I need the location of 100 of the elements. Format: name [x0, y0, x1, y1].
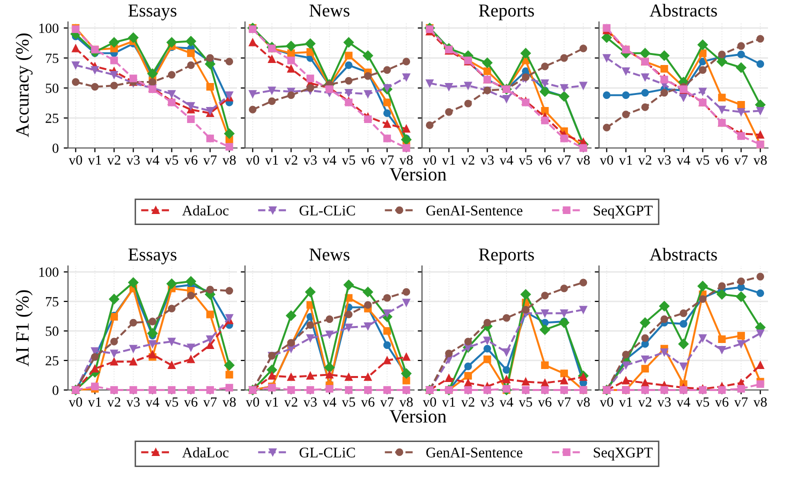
x-tick-label: v6 — [538, 155, 552, 165]
x-tick-label: v1 — [264, 155, 278, 165]
x-tick-label: v5 — [164, 155, 178, 165]
x-tick-label: v6 — [714, 155, 728, 165]
legend-label: AdaLoc — [182, 447, 229, 458]
x-tick-label: v0 — [422, 155, 436, 165]
x-tick-label: v7 — [380, 397, 394, 407]
y-tick-label: 75 — [46, 54, 58, 63]
legend-label: GL-CLiC — [300, 448, 355, 458]
x-tick-label: v2 — [638, 155, 652, 165]
x-tick-label: v6 — [714, 397, 728, 407]
x-tick-label: v3 — [303, 155, 317, 165]
x-tick-label: v5 — [164, 397, 178, 407]
x-tick-label: v3 — [657, 397, 671, 407]
x-tick-label: v1 — [264, 397, 278, 407]
y-tick-label: 100 — [39, 24, 58, 33]
x-tick-label: v0 — [422, 397, 436, 407]
legend-label: GL-CLiC — [300, 206, 355, 216]
x-tick-label: v3 — [480, 155, 494, 165]
x-tick-label: v1 — [442, 155, 455, 165]
x-tick-label: v7 — [203, 397, 217, 407]
x-tick-label: v3 — [657, 155, 671, 165]
y-tick-label: 75 — [46, 297, 58, 306]
chart-title: Reports — [478, 248, 534, 264]
y-tick-label: 0 — [52, 386, 58, 395]
x-tick-label: v4 — [322, 155, 336, 165]
legend-label: SeqXGPT — [594, 448, 653, 460]
y-tick-label: 50 — [46, 326, 58, 336]
x-tick-label: v7 — [557, 397, 571, 407]
x-tick-label: v5 — [696, 155, 710, 165]
y-tick-label: 50 — [46, 84, 58, 93]
y-tick-label: 100 — [39, 267, 58, 277]
x-tick-label: v8 — [753, 397, 767, 407]
x-tick-label: v7 — [557, 155, 571, 165]
x-tick-label: v4 — [146, 155, 160, 165]
legend-label: AdaLoc — [182, 205, 229, 216]
x-tick-label: v8 — [399, 397, 413, 407]
x-tick-label: v1 — [88, 397, 101, 407]
x-tick-label: v2 — [284, 155, 298, 165]
x-tick-label: v4 — [500, 155, 514, 165]
x-tick-label: v4 — [322, 397, 336, 407]
chart-title: News — [309, 248, 350, 261]
x-tick-label: v6 — [360, 397, 374, 407]
x-tick-label: v6 — [184, 397, 198, 407]
chart-title: Essays — [128, 248, 176, 264]
chart-title: Essays — [128, 4, 176, 20]
x-tick-label: v2 — [107, 397, 120, 407]
x-tick-label: v0 — [68, 155, 82, 165]
x-tick-label: v4 — [500, 397, 514, 407]
x-tick-label: v8 — [576, 397, 590, 407]
x-tick-label: v0 — [600, 397, 614, 407]
x-tick-label: v2 — [461, 397, 474, 407]
x-tick-label: v6 — [360, 155, 374, 165]
x-tick-label: v3 — [126, 155, 140, 165]
x-tick-label: v0 — [246, 397, 260, 407]
x-tick-label: v5 — [342, 397, 356, 407]
x-tick-label: v2 — [284, 397, 298, 407]
chart-title: Abstracts — [650, 248, 717, 261]
x-tick-label: v4 — [676, 397, 690, 407]
x-tick-label: v8 — [222, 155, 236, 165]
y-tick-label: 0 — [52, 144, 58, 153]
y-axis-title: Accuracy (%) — [16, 34, 33, 138]
x-axis-title: Version — [390, 168, 446, 181]
x-tick-label: v0 — [600, 155, 614, 165]
legend-label: GenAI-Sentence — [426, 206, 522, 216]
y-tick-label: 25 — [46, 114, 58, 123]
x-tick-label: v0 — [68, 397, 82, 407]
x-tick-label: v1 — [618, 397, 632, 407]
x-tick-label: v8 — [753, 155, 767, 165]
x-tick-label: v8 — [222, 397, 236, 407]
x-tick-label: v7 — [734, 155, 748, 165]
x-tick-label: v7 — [380, 155, 394, 165]
x-tick-label: v7 — [203, 155, 217, 165]
x-tick-label: v6 — [184, 155, 198, 165]
x-tick-label: v1 — [88, 155, 101, 165]
chart-title: Reports — [478, 4, 534, 20]
x-tick-label: v7 — [734, 397, 748, 407]
x-tick-label: v8 — [399, 155, 413, 165]
x-tick-label: v0 — [246, 155, 260, 165]
legend-label: SeqXGPT — [594, 206, 653, 218]
x-tick-label: v4 — [676, 155, 690, 165]
x-tick-label: v3 — [303, 397, 317, 407]
x-tick-label: v4 — [146, 397, 160, 407]
x-tick-label: v2 — [461, 155, 474, 165]
y-tick-label: 25 — [46, 356, 58, 366]
x-tick-label: v3 — [126, 397, 140, 407]
x-axis-title: Version — [390, 410, 446, 423]
x-tick-label: v5 — [518, 155, 532, 165]
x-tick-label: v1 — [442, 397, 455, 407]
chart-title: Abstracts — [650, 4, 717, 17]
x-tick-label: v5 — [696, 397, 710, 407]
x-tick-label: v5 — [342, 155, 356, 165]
x-tick-label: v2 — [107, 155, 120, 165]
legend-label: GenAI-Sentence — [426, 448, 522, 458]
x-tick-label: v3 — [480, 397, 494, 407]
x-tick-label: v5 — [518, 397, 532, 407]
x-tick-label: v6 — [538, 397, 552, 407]
chart-title: News — [309, 4, 350, 17]
y-axis-title: AI F1 (%) — [16, 290, 33, 366]
x-tick-label: v1 — [618, 155, 632, 165]
